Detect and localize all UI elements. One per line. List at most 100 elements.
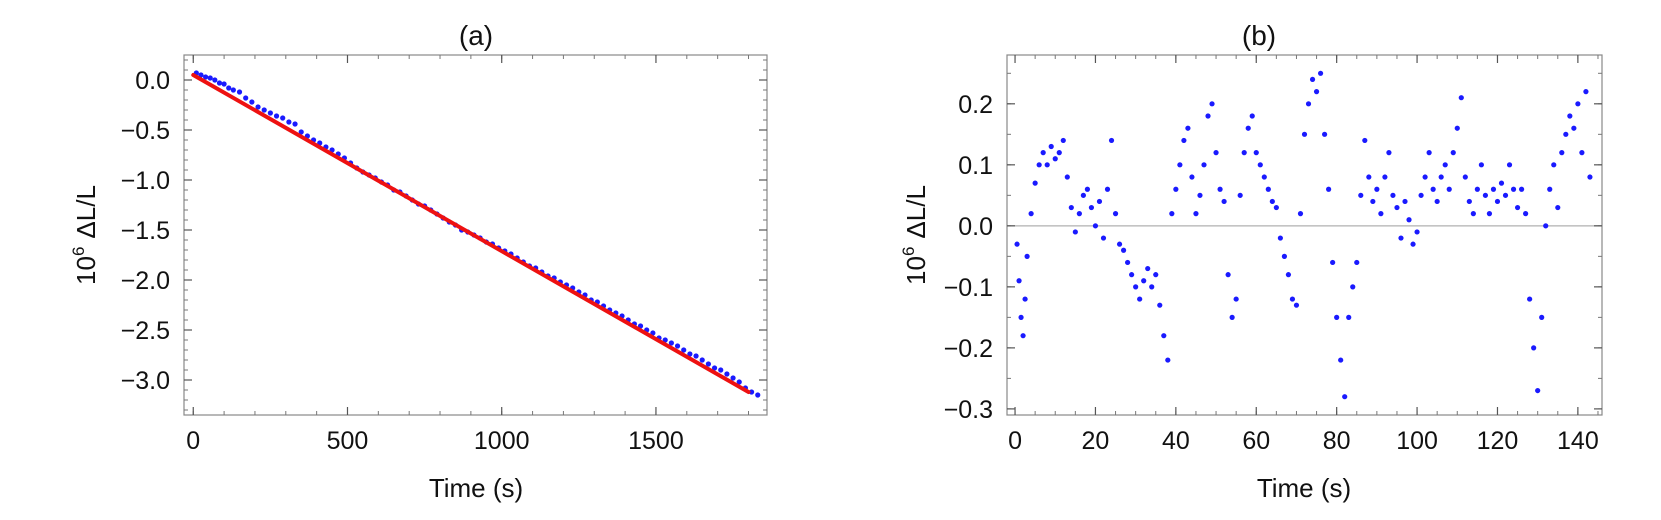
panel-a-data-point [273,113,280,119]
panel-b-data-point [1261,174,1267,180]
panel-b-data-point [1096,198,1103,205]
panel-b-data-point [1281,253,1287,259]
panel-b-y-tick-label: 0.2 [958,91,993,119]
panel-b-data-point [1506,162,1513,168]
panel-b-y-axis-base: 10 [901,256,931,285]
panel-b-data-point [1322,131,1328,137]
panel-b-chart: (b) 0 20 40 60 80 100 120 140 0.2 0.1 0.0 −0.1 −0.2 −… [899,20,1603,503]
panel-a-y-axis-rest: ΔL/L [71,185,101,239]
panel-b-data-point [1434,198,1440,205]
panel-b-data-point [1209,101,1215,107]
panel-b-data-point [1221,198,1227,205]
panel-b-data-point [1129,272,1135,278]
panel-b-data-point [1510,186,1517,192]
panel-b-data-point [1386,150,1392,156]
panel-b-points [1014,70,1593,400]
panel-b-data-point [1382,174,1388,180]
panel-a-data-point [255,104,261,110]
panel-b-data-point [1575,101,1581,107]
panel-b-data-point [1080,192,1086,198]
panel-b-y-tick-label: −0.2 [944,335,993,363]
panel-b-data-point [1438,174,1444,180]
panel-a-y-axis-title: 106 ΔL/L [69,185,101,285]
panel-b-data-point [1141,278,1147,284]
panel-b-data-point [1498,180,1505,186]
panel-b-data-point [1153,272,1159,278]
panel-b-data-point [1346,314,1352,320]
panel-a-data-point [662,337,668,343]
panel-b-data-point [1133,284,1139,290]
panel-b-y-axis-title: 106 ΔL/L [899,185,931,285]
panel-b-data-point [1293,302,1300,308]
panel-b-data-point [1193,211,1199,217]
panel-b-data-point [1229,314,1235,320]
panel-b-data-point [1068,204,1074,211]
panel-b-data-point [1273,204,1279,211]
panel-b-data-point [1486,211,1493,217]
panel-a-y-tick-label: −1.0 [121,167,170,195]
panel-a-fit-line-segment [191,73,751,394]
panel-b-data-point [1539,314,1545,320]
panel-b-data-point [1285,272,1292,278]
panel-a-data-point [718,367,724,373]
panel-a-y-tick-label: −1.5 [121,217,170,245]
panel-b-data-point [1551,162,1557,168]
panel-a-y-tick-label: −0.5 [121,117,170,145]
panel-b-data-point [1494,198,1501,205]
panel-b-data-point [1245,125,1251,131]
panel-a-data-point [212,77,218,83]
panel-b-x-tick-label: 140 [1557,427,1599,455]
panel-b-data-point [1418,192,1424,198]
panel-b-data-point [1394,204,1400,211]
panel-a-data-point [736,379,742,385]
panel-b-data-point [1269,198,1275,205]
panel-a-data-point [207,75,213,81]
panel-b-data-point [1547,186,1553,192]
panel-b-data-point [1442,162,1448,168]
panel-b-tick-labels: 0 20 40 60 80 100 120 140 0.2 0.1 0.0 −0.1 −0.2 −0.3 [944,91,1599,455]
panel-a-chart: (a) 0 500 1000 1500 0.0 −0.5 −1.0 −1.5 −2.0 −2.5 −… [69,20,768,503]
panel-b-data-point [1104,186,1111,192]
panel-b-data-point [1092,223,1099,229]
panel-b-data-point [1490,186,1497,192]
panel-b-ticks [1007,55,1602,415]
panel-b-data-point [1048,143,1054,150]
panel-b-data-point [1213,150,1219,156]
panel-b-data-point [1482,192,1489,198]
panel-a-y-tick-label: −2.5 [121,317,170,345]
panel-b-data-point [1470,211,1476,217]
panel-a-y-tick-label: −3.0 [121,367,170,395]
panel-b-data-point [1056,150,1062,156]
panel-a-y-tick-label: −2.0 [121,267,170,295]
panel-a-x-tick-label: 0 [186,427,200,455]
panel-a-y-axis-exponent: 6 [69,247,88,256]
panel-a-data-point [292,121,298,127]
panel-b-data-point [1514,204,1521,211]
panel-a-x-tick-label: 1500 [628,427,684,455]
panel-a-data-point [668,340,674,346]
panel-b-data-point [1410,241,1416,247]
panel-b-y-tick-label: −0.3 [944,396,993,424]
panel-b-data-point [1414,229,1420,235]
panel-b-y-tick-label: 0.0 [958,213,993,241]
panel-b-data-point [1297,211,1304,217]
panel-b-data-point [1108,137,1115,144]
panel-b-data-point [1362,137,1368,144]
panel-a-x-tick-label: 500 [327,427,369,455]
panel-a-data-point [693,353,699,359]
panel-b-data-point [1518,186,1525,192]
panel-a-frame [183,54,768,416]
panel-b-data-point [1024,253,1030,259]
panel-a-tick-labels: 0 500 1000 1500 0.0 −0.5 −1.0 −1.5 −2.0 −2.5 −3.0 [121,67,684,455]
panel-b-data-point [1169,211,1175,217]
panel-a-data-point [699,357,705,363]
panel-b-data-point [1370,198,1376,205]
panel-b-data-point [1374,186,1380,192]
panel-b-data-point [1430,186,1436,192]
panel-b-data-point [1450,150,1456,156]
panel-b-data-point [1100,235,1107,241]
panel-b-data-point [1116,241,1123,247]
panel-b-x-tick-label: 120 [1477,427,1519,455]
panel-a-data-point [198,72,204,78]
panel-b-x-tick-label: 0 [1008,427,1022,455]
